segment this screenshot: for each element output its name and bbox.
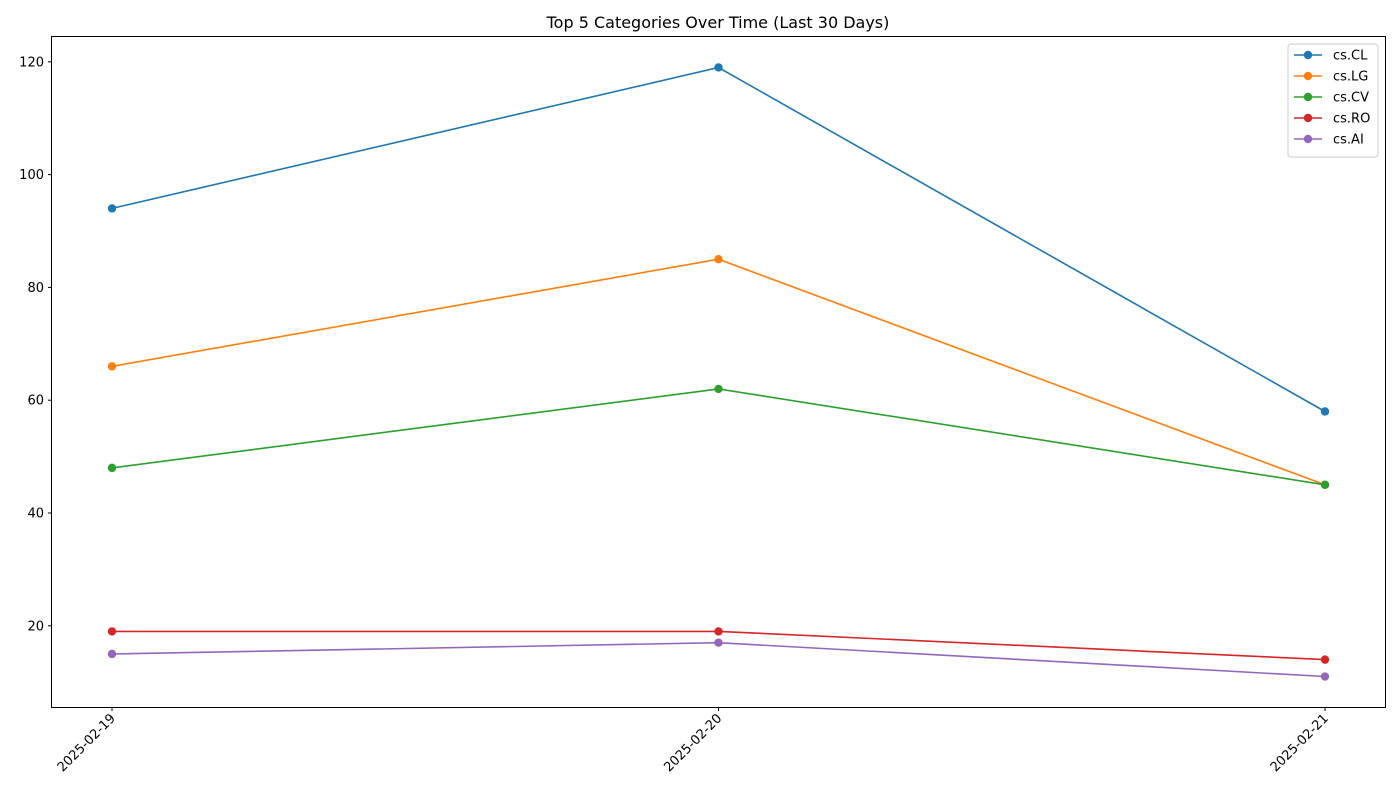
legend-label-cs.LG: cs.LG: [1333, 70, 1368, 85]
legend-label-cs.CV: cs.CV: [1333, 91, 1369, 106]
chart-title: Top 5 Categories Over Time (Last 30 Days…: [546, 13, 890, 32]
legend-label-cs.CL: cs.CL: [1333, 49, 1368, 64]
legend-label-cs.RO: cs.RO: [1333, 112, 1370, 127]
data-point-cs.CL-2025-02-21: [1320, 407, 1330, 416]
data-point-cs.RO-2025-02-19: [107, 627, 117, 636]
legend-marker-cs.CV: [1303, 92, 1313, 102]
series-line-cs.CV: [111, 388, 1326, 486]
x-tick-label-2025-02-20: 2025-02-20: [661, 711, 725, 775]
data-point-cs.AI-2025-02-19: [107, 649, 117, 659]
plot-area: [107, 63, 1330, 681]
legend-marker-cs.CL: [1303, 50, 1313, 60]
data-point-cs.CV-2025-02-19: [107, 463, 117, 473]
data-point-cs.CV-2025-02-20: [714, 384, 723, 394]
data-point-cs.RO-2025-02-21: [1320, 655, 1330, 664]
series-line-cs.AI: [111, 641, 1326, 678]
legend-box: [1287, 43, 1379, 158]
y-tick-label-120: 120: [19, 55, 44, 70]
series-line-cs.CL: [111, 66, 1326, 413]
data-point-cs.CL-2025-02-20: [714, 63, 723, 72]
data-point-cs.AI-2025-02-21: [1320, 672, 1330, 681]
legend-marker-cs.RO: [1303, 113, 1313, 123]
y-tick-label-60: 60: [27, 394, 44, 409]
y-tick-label-100: 100: [19, 168, 44, 183]
data-point-cs.AI-2025-02-20: [714, 638, 723, 647]
data-point-cs.LG-2025-02-20: [714, 255, 723, 264]
y-tick-label-20: 20: [27, 619, 44, 634]
y-tick-label-40: 40: [27, 506, 44, 521]
legend-marker-cs.AI: [1303, 134, 1313, 144]
data-point-cs.LG-2025-02-19: [107, 362, 117, 371]
series-line-cs.LG: [111, 258, 1326, 486]
y-tick-label-80: 80: [27, 281, 44, 296]
legend: cs.CL cs.LG cs.CV cs.RO cs.AI: [1287, 43, 1379, 158]
data-point-cs.CL-2025-02-19: [107, 204, 117, 213]
legend-label-cs.AI: cs.AI: [1333, 133, 1364, 148]
legend-marker-cs.LG: [1303, 71, 1313, 81]
data-point-cs.CV-2025-02-21: [1320, 480, 1330, 489]
axes: 20 40 60 80 100 120 2025-02-19 2025-02-20 2025-0…: [19, 55, 1332, 775]
x-tick-label-2025-02-21: 2025-02-21: [1268, 711, 1332, 775]
data-point-cs.RO-2025-02-20: [714, 627, 723, 636]
x-tick-label-2025-02-19: 2025-02-19: [55, 711, 119, 775]
plot-frame: [51, 36, 1386, 708]
